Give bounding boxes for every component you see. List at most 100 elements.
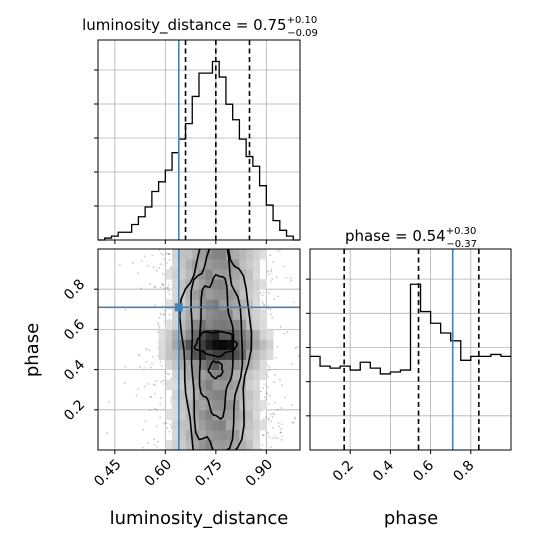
joint-density-cell-24-13 <box>259 309 267 320</box>
joint-density-cell-12-8 <box>178 359 186 370</box>
joint-sample-848 <box>164 371 167 374</box>
joint-density-cell-13-10 <box>185 339 193 350</box>
joint-density-cell-20-19 <box>232 249 240 260</box>
joint-density-cell-11-1 <box>172 429 180 441</box>
joint-sample-1201 <box>262 291 265 294</box>
joint-sample-1570 <box>168 293 171 296</box>
joint-density-cell-19-6 <box>225 379 234 391</box>
joint-sample-1317 <box>161 283 164 286</box>
luminosity-distance-histogram-bin-21 <box>239 139 246 240</box>
joint-sample-1127 <box>162 253 165 256</box>
joint-density-cell-9-9 <box>158 349 166 360</box>
joint-density-cell-15-18 <box>199 259 207 270</box>
joint-density-cell-16-3 <box>205 409 213 421</box>
joint-sample-1406 <box>124 308 127 311</box>
joint-density-cell-20-5 <box>232 389 240 401</box>
joint-density-cell-22-17 <box>246 269 254 280</box>
joint-sample-1330 <box>150 396 152 399</box>
joint-sample-167 <box>160 381 162 383</box>
joint-density-cell-18-11 <box>219 329 227 340</box>
joint-sample-1076 <box>152 384 155 386</box>
joint-sample-276 <box>166 372 169 375</box>
joint-density-cell-12-7 <box>178 369 186 381</box>
joint-density-cell-19-9 <box>225 349 234 360</box>
joint-sample-388 <box>168 259 171 261</box>
joint-density-cell-16-11 <box>205 329 213 340</box>
joint-density-cell-20-9 <box>232 349 240 360</box>
joint-density-cell-10-9 <box>165 349 173 360</box>
joint-density-cell-19-4 <box>225 399 234 411</box>
joint-sample-363 <box>154 304 157 307</box>
joint-density-cell-23-0 <box>252 439 260 450</box>
joint-sample-1578 <box>170 427 173 429</box>
joint-density-cell-23-17 <box>252 269 260 280</box>
joint-density-cell-11-16 <box>172 279 180 290</box>
joint-density-cell-19-10 <box>225 339 234 350</box>
joint-density-cell-22-18 <box>246 259 254 270</box>
joint-density-cell-14-2 <box>192 419 200 431</box>
joint-density-cell-16-8 <box>205 359 213 370</box>
joint-density-cell-16-17 <box>205 269 213 280</box>
joint-sample-279 <box>137 388 140 390</box>
joint-density-cell-10-8 <box>165 359 173 370</box>
joint-sample-1409 <box>293 416 296 419</box>
joint-density-cell-24-12 <box>259 319 267 330</box>
joint-sample-1364 <box>267 270 270 273</box>
joint-sample-905 <box>163 422 166 425</box>
joint-density-cell-22-6 <box>246 379 254 391</box>
joint-sample-592 <box>142 446 145 449</box>
joint-density-cell-19-8 <box>225 359 234 370</box>
joint-density-cell-15-1 <box>199 429 207 441</box>
joint-density-cell-15-8 <box>199 359 207 370</box>
joint-density-cell-22-7 <box>246 369 254 381</box>
joint-density-cells <box>158 249 274 450</box>
joint-density-cell-17-19 <box>212 249 220 260</box>
joint-sample-681 <box>262 434 264 437</box>
joint-density-cell-10-12 <box>165 319 173 330</box>
joint-density-cell-22-10 <box>246 339 254 350</box>
joint-density-cell-17-14 <box>212 299 220 310</box>
joint-sample-705 <box>158 316 161 319</box>
joint-density-cell-24-9 <box>259 349 267 360</box>
joint-sample-1199 <box>137 353 140 356</box>
joint-density-cell-12-16 <box>178 279 186 290</box>
joint-density-cell-14-5 <box>192 389 200 401</box>
joint-density-cell-17-0 <box>212 439 220 450</box>
joint-density-cell-24-19 <box>259 249 267 260</box>
joint-density-cell-17-9 <box>212 349 220 360</box>
joint-density-cell-20-8 <box>232 359 240 370</box>
joint-density-cell-14-8 <box>192 359 200 370</box>
joint-density-cell-24-7 <box>259 369 267 381</box>
phase-histogram-bin-9 <box>400 370 410 450</box>
joint-density-cell-23-5 <box>252 389 260 401</box>
joint-ytick-label-0: 0.2 <box>61 397 88 424</box>
joint-sample-420 <box>272 261 275 263</box>
joint-density-cell-25-9 <box>266 349 274 360</box>
joint-contour-2 <box>198 273 235 421</box>
joint-sample-191 <box>263 303 266 306</box>
joint-density-cell-22-19 <box>246 249 254 260</box>
joint-density-cell-12-17 <box>178 269 186 280</box>
joint-sample-1104 <box>260 390 262 393</box>
joint-density-cell-23-13 <box>252 309 260 320</box>
joint-sample-1342 <box>272 412 275 415</box>
joint-density-cell-18-1 <box>219 429 227 441</box>
joint-sample-713 <box>301 385 303 387</box>
joint-sample-1037 <box>166 286 169 289</box>
joint-density-cell-15-19 <box>199 249 207 260</box>
joint-density-cell-20-6 <box>232 379 240 391</box>
luminosity-distance-histogram-panel: luminosity_distance = 0.75+0.10 −0.09 <box>82 15 318 244</box>
joint-density-cell-20-11 <box>232 329 240 340</box>
joint-density-cell-21-18 <box>239 259 247 270</box>
joint-sample-1186 <box>268 369 271 372</box>
joint-sample-35 <box>163 287 166 290</box>
joint-density-cell-20-13 <box>232 309 240 320</box>
phase-histogram-bin-5 <box>360 362 370 450</box>
luminosity-distance-histogram-bin-10 <box>165 170 172 240</box>
luminosity-distance-histogram-steps <box>98 60 300 241</box>
joint-sample-168 <box>263 383 266 386</box>
phase-histogram-bin-19 <box>501 356 511 450</box>
joint-sample-1243 <box>285 276 288 279</box>
joint-sample-708 <box>291 404 293 407</box>
joint-density-cell-20-14 <box>232 299 240 310</box>
